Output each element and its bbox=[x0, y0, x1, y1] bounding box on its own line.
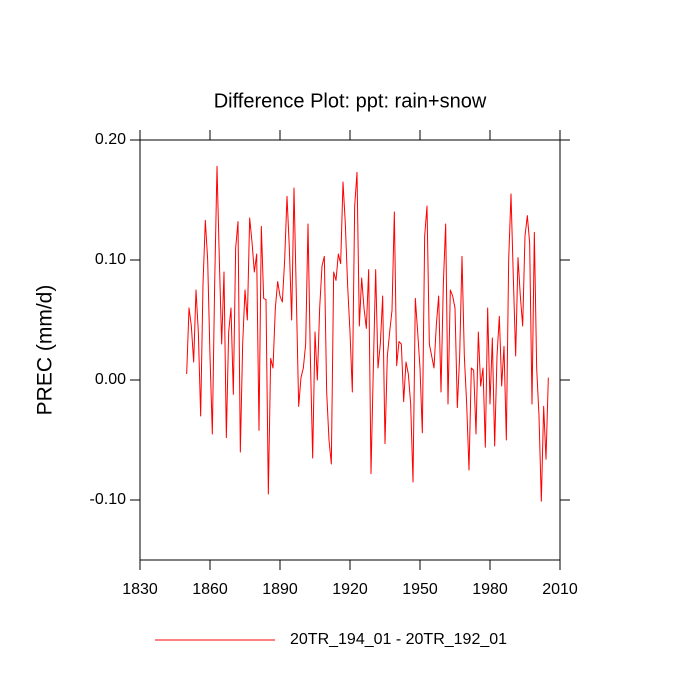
x-tick-label: 1890 bbox=[262, 581, 298, 598]
y-axis-label: PREC (mm/d) bbox=[34, 285, 57, 416]
x-tick-label: 1950 bbox=[402, 581, 438, 598]
x-tick-label: 2010 bbox=[542, 581, 578, 598]
x-tick-label: 1920 bbox=[332, 581, 368, 598]
y-tick-label: -0.10 bbox=[90, 491, 127, 508]
data-line bbox=[186, 165, 549, 502]
y-tick-label: 0.20 bbox=[95, 131, 126, 148]
x-tick-label: 1830 bbox=[122, 581, 158, 598]
y-tick-label: 0.10 bbox=[95, 251, 126, 268]
legend-label: 20TR_194_01 - 20TR_192_01 bbox=[290, 631, 507, 648]
x-tick-label: 1860 bbox=[192, 581, 228, 598]
x-tick-label: 1980 bbox=[472, 581, 508, 598]
chart-title: Difference Plot: ppt: rain+snow bbox=[214, 90, 487, 112]
y-tick-label: 0.00 bbox=[95, 371, 126, 388]
